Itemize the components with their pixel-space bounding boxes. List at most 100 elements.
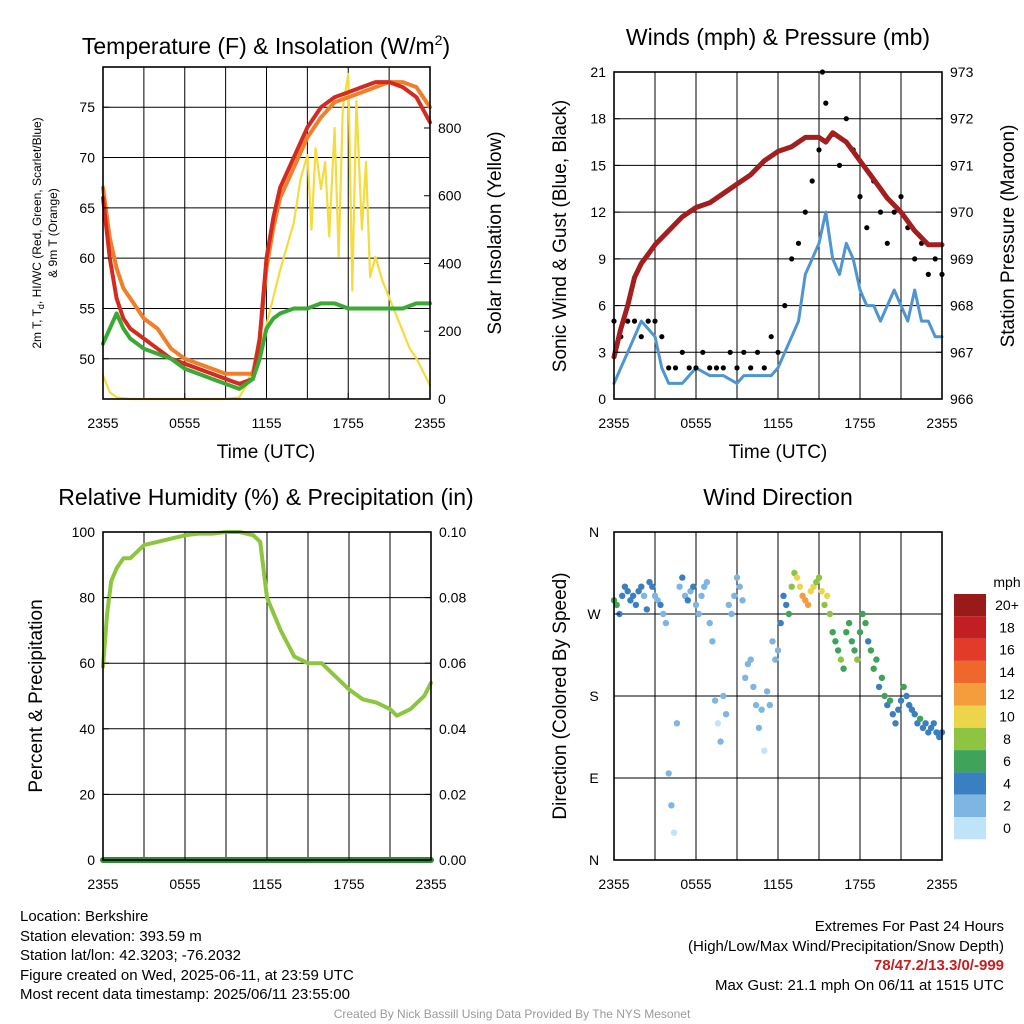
- wind-direction-point: [824, 592, 831, 599]
- wind-direction-point: [629, 592, 637, 599]
- wind-direction-point: [788, 583, 795, 590]
- wind-direction-point: [886, 697, 894, 704]
- wind-gust-point: [707, 365, 713, 371]
- winds-panel: Winds (mph) & Pressure (mb) 2355 0555 1155…: [550, 24, 1019, 463]
- right-y-tick-label: 967: [950, 344, 974, 360]
- wind-direction-point: [640, 592, 648, 599]
- wind-direction-point: [752, 701, 760, 709]
- colorbar-swatch: [954, 594, 986, 617]
- wind-direction-point: [654, 597, 661, 604]
- wind-direction-point: [684, 597, 691, 604]
- colorbar-swatch: [954, 705, 986, 728]
- colorbar-unit-label: mph: [993, 574, 1020, 590]
- wind-direction-point: [649, 583, 656, 590]
- wind-gust-point: [891, 209, 897, 215]
- wind-direction-point: [755, 724, 763, 732]
- recent-data-timestamp: Most recent data timestamp: 2025/06/11 2…: [20, 986, 350, 1003]
- wind-gust-point: [734, 365, 740, 371]
- colorbar-swatch: [954, 638, 986, 661]
- wind-direction-point: [895, 706, 902, 713]
- right-y-tick-label: 0.06: [439, 655, 466, 671]
- x-tick-label: 1155: [763, 415, 793, 431]
- colorbar-label: 14: [999, 664, 1015, 680]
- colorbar-label: 4: [1003, 775, 1011, 791]
- wind-direction-point: [859, 610, 866, 618]
- colorbar-label: 18: [999, 619, 1015, 635]
- colorbar-swatch: [954, 683, 986, 706]
- y-tick-label: 55: [79, 300, 95, 316]
- extremes-info: Extremes For Past 24 Hours (High/Low/Max…: [688, 917, 1004, 995]
- wind-direction-point: [750, 683, 757, 691]
- colorbar-swatch: [954, 616, 986, 639]
- temperature-y-axis-label-line2: & 9m T (Orange): [46, 188, 60, 278]
- y-tick-label: 12: [590, 204, 606, 220]
- x-tick-label: 0555: [169, 876, 200, 892]
- pressure-y-axis-label: Station Pressure (Maroon): [998, 125, 1019, 348]
- x-tick-label: 1755: [333, 876, 364, 892]
- station-latlon: Station lat/lon: 42.3203; -76.2032: [20, 947, 242, 964]
- right-y-tick-label: 0.08: [439, 590, 466, 606]
- wind-direction-point: [873, 656, 880, 663]
- wind-direction-point: [903, 692, 910, 700]
- x-tick-label: 1755: [844, 876, 875, 892]
- y-tick-label: 0: [87, 852, 95, 868]
- wind-direction-point: [840, 665, 847, 672]
- temperature-x-axis-label: Time (UTC): [217, 442, 316, 463]
- wind-gust-point: [693, 365, 699, 371]
- x-tick-label: 2355: [87, 415, 118, 431]
- y-tick-label: 0: [598, 391, 606, 407]
- colorbar-label: 6: [1003, 753, 1011, 769]
- wind-direction-point: [783, 601, 790, 609]
- wind-direction-point: [821, 601, 828, 609]
- wind-direction-point: [843, 629, 850, 636]
- x-tick-label: 2355: [598, 876, 629, 892]
- right-y-tick-label: 970: [950, 204, 974, 220]
- colorbar-label: 8: [1003, 731, 1011, 747]
- y-tick-label: 70: [79, 150, 95, 166]
- wind-direction-point: [763, 688, 771, 695]
- right-y-tick-label: 800: [438, 120, 462, 136]
- station-location: Location: Berkshire: [20, 908, 149, 925]
- wind-gust-point: [775, 349, 781, 355]
- wind-direction-point: [665, 770, 672, 777]
- wind-direction-point: [698, 592, 705, 599]
- x-tick-label: 2355: [926, 415, 957, 431]
- x-tick-label: 0555: [680, 415, 711, 431]
- wind-gust-point: [816, 147, 822, 153]
- y-tick-label: 50: [79, 351, 95, 367]
- wind-direction-point: [780, 592, 787, 599]
- direction-tick-label: N: [589, 524, 599, 540]
- temperature-panel: Temperature (F) & Insolation (W/m2) 2355…: [30, 32, 506, 463]
- direction-tick-label: S: [589, 688, 598, 704]
- temperature-panel-title: Temperature (F) & Insolation (W/m2): [82, 32, 450, 59]
- wind-direction-point: [758, 706, 765, 713]
- wind-direction-point: [878, 674, 886, 681]
- temperature-2m-line: [101, 80, 432, 386]
- wind-direction-point: [930, 720, 937, 727]
- wind-direction-point: [739, 597, 746, 604]
- wind-gust-point: [645, 318, 651, 324]
- right-y-tick-label: 600: [438, 188, 462, 204]
- wind-direction-point: [837, 656, 845, 663]
- x-tick-label: 0555: [169, 415, 200, 431]
- x-tick-label: 2355: [414, 415, 445, 431]
- wind-direction-point: [676, 583, 683, 590]
- wind-direction-point: [766, 701, 773, 709]
- wind-direction-point: [933, 729, 940, 736]
- direction-tick-label: N: [589, 852, 599, 868]
- extremes-heading: Extremes For Past 24 Hours: [814, 918, 1004, 935]
- wind-direction-point: [911, 711, 918, 718]
- wind-direction-point: [717, 738, 724, 745]
- colorbar-swatch: [954, 660, 986, 684]
- wind-direction-point: [897, 697, 905, 704]
- colorbar-label: 10: [999, 709, 1015, 725]
- y-tick-label: 100: [72, 524, 96, 540]
- wind-gust-point: [925, 271, 931, 277]
- y-tick-label: 60: [79, 655, 95, 671]
- wind-gust-point: [638, 334, 644, 340]
- wind-direction-point: [747, 656, 754, 663]
- insolation-y-axis-label: Solar Insolation (Yellow): [485, 131, 506, 334]
- wind-direction-point: [670, 829, 678, 836]
- x-tick-label: 0555: [680, 876, 711, 892]
- wind-direction-point: [892, 720, 899, 727]
